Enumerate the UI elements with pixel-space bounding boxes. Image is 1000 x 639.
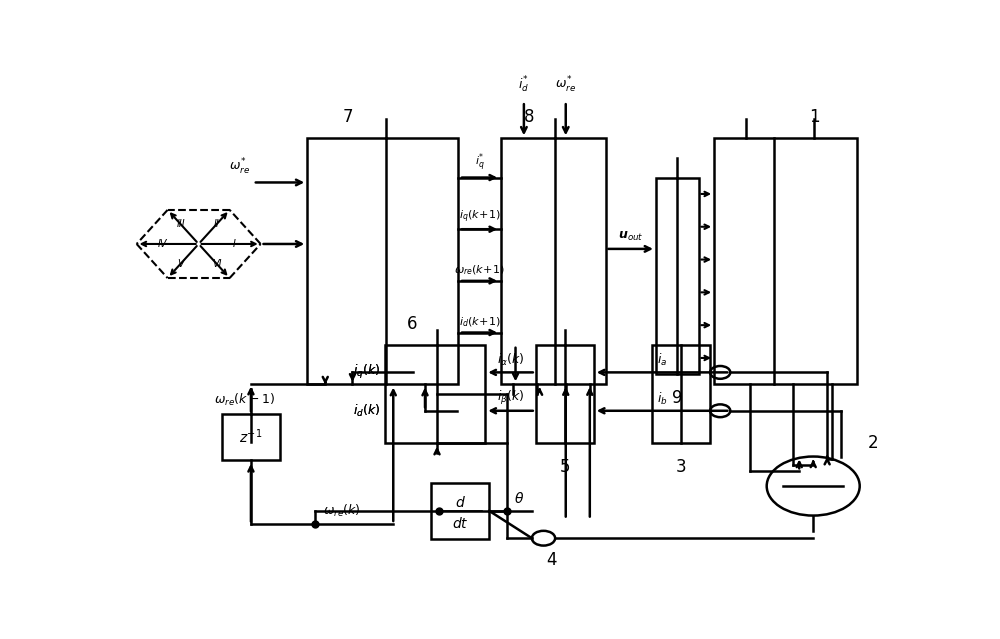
Text: 7: 7 — [343, 108, 353, 126]
Text: 1: 1 — [809, 108, 820, 126]
Text: $\omega_{re}(k)$: $\omega_{re}(k)$ — [323, 502, 360, 518]
Text: $i_d^{*}$: $i_d^{*}$ — [518, 75, 529, 95]
Text: $\omega_{re}(k-1)$: $\omega_{re}(k-1)$ — [214, 392, 275, 408]
Bar — [431, 482, 489, 539]
Bar — [536, 345, 594, 443]
Bar — [501, 138, 606, 384]
Text: 6: 6 — [407, 314, 417, 332]
Text: $\omega_{re}^{*}$: $\omega_{re}^{*}$ — [229, 157, 250, 176]
Text: $i_\alpha(k)$: $i_\alpha(k)$ — [497, 352, 524, 369]
Text: $z^{-1}$: $z^{-1}$ — [239, 427, 263, 447]
Text: $\boldsymbol{u}_{out}$: $\boldsymbol{u}_{out}$ — [618, 230, 643, 243]
Text: $\theta$: $\theta$ — [514, 491, 525, 506]
Text: $i_a$: $i_a$ — [657, 352, 667, 369]
Text: $i_d(k)$: $i_d(k)$ — [353, 403, 381, 419]
Text: 5: 5 — [560, 458, 570, 476]
Text: $d$: $d$ — [455, 495, 466, 510]
Text: I: I — [233, 239, 236, 249]
Bar — [385, 345, 485, 443]
Text: $i_q^{*}$: $i_q^{*}$ — [475, 151, 484, 174]
Text: 2: 2 — [867, 434, 878, 452]
Text: 3: 3 — [676, 458, 686, 476]
Text: $\omega_{re}^{*}$: $\omega_{re}^{*}$ — [555, 75, 576, 95]
Text: $i_d(k)$: $i_d(k)$ — [353, 403, 381, 419]
Text: $\omega_{re}(k\!+\!1)$: $\omega_{re}(k\!+\!1)$ — [454, 263, 505, 277]
Text: II: II — [214, 219, 219, 229]
Text: III: III — [176, 219, 185, 229]
Text: 8: 8 — [524, 108, 534, 126]
Text: 4: 4 — [546, 551, 556, 569]
Text: $i_q(k\!+\!1)$: $i_q(k\!+\!1)$ — [459, 209, 500, 226]
Text: $dt$: $dt$ — [452, 516, 469, 531]
Text: $i_b$: $i_b$ — [657, 390, 667, 407]
Bar — [714, 138, 857, 384]
Text: IV: IV — [158, 239, 167, 249]
Bar — [222, 413, 280, 461]
Text: V: V — [177, 259, 184, 269]
Text: 9: 9 — [672, 389, 682, 407]
Text: VI: VI — [212, 259, 221, 269]
Text: $i_\beta(k)$: $i_\beta(k)$ — [497, 389, 524, 407]
Text: $i_q(k)$: $i_q(k)$ — [353, 364, 381, 381]
Text: $i_d(k\!+\!1)$: $i_d(k\!+\!1)$ — [459, 315, 500, 328]
Bar — [652, 345, 710, 443]
Bar — [307, 138, 458, 384]
Bar — [656, 178, 698, 374]
Text: $i_q(k)$: $i_q(k)$ — [353, 364, 381, 381]
